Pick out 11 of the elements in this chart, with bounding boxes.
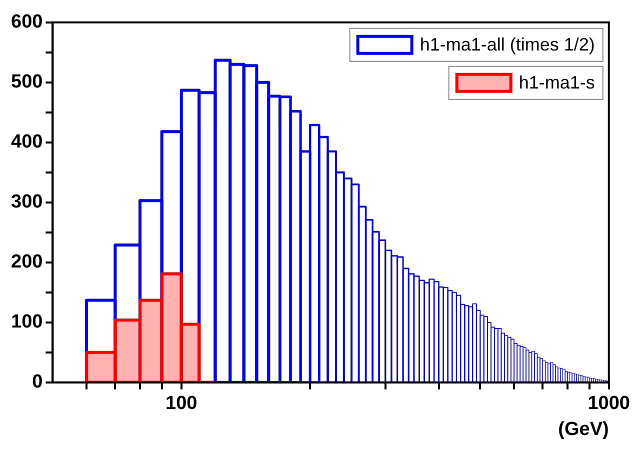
y-tick-label: 200 [11, 252, 43, 273]
y-tick-label: 300 [11, 192, 43, 213]
y-tick-label: 500 [11, 72, 43, 93]
y-tick-label: 100 [11, 312, 43, 333]
y-tick-label: 600 [11, 12, 43, 33]
legend-label: h1-ma1-all (times 1/2) [420, 34, 595, 54]
y-tick-label: 400 [11, 132, 43, 153]
x-axis-title: (GeV) [558, 418, 609, 440]
x-tick-label: 1000 [588, 393, 630, 414]
legend-label: h1-ma1-s [518, 72, 595, 92]
y-tick-label: 0 [32, 372, 43, 393]
